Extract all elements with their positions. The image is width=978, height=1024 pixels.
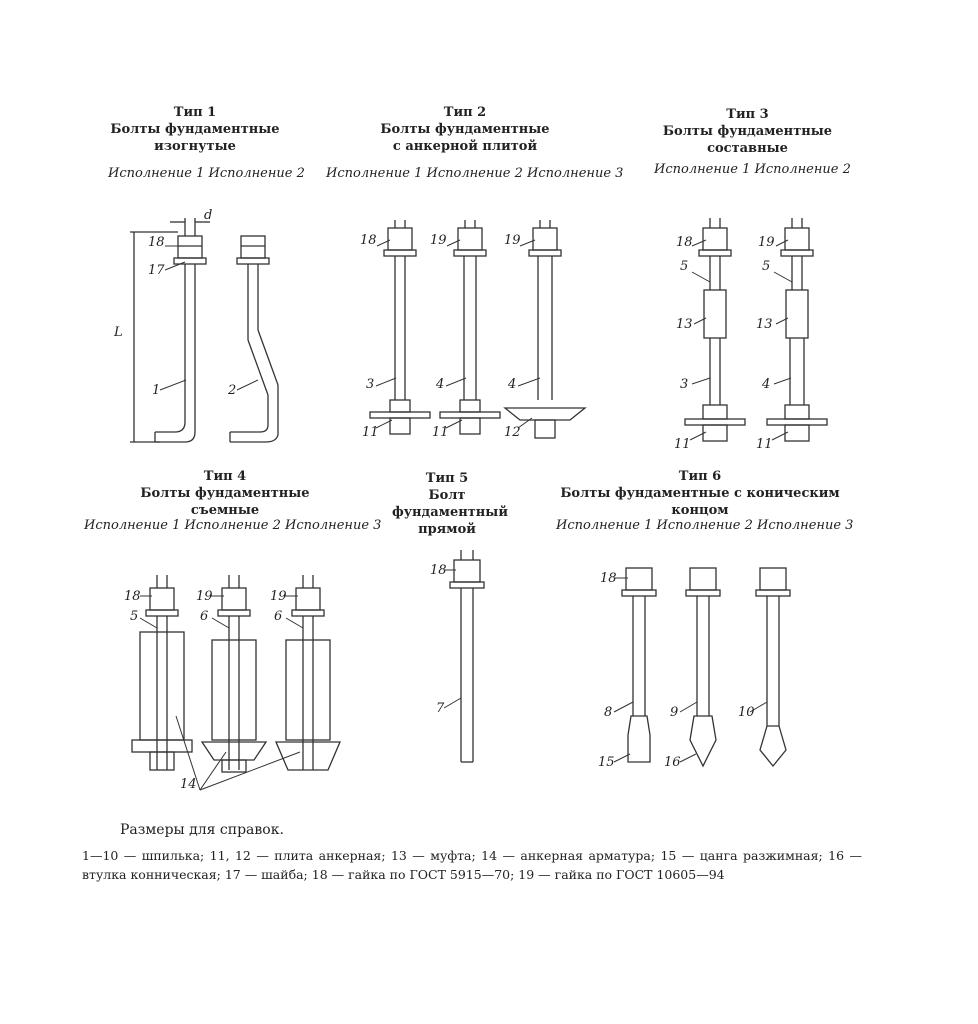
callout-t4-5: 5 xyxy=(130,609,138,624)
callout-t4-19b: 19 xyxy=(270,589,287,604)
callout-t3-13a: 13 xyxy=(676,317,693,332)
type3-title: Тип 3 xyxy=(726,107,769,122)
callout-t5-18: 18 xyxy=(430,563,447,578)
type6-versions: Исполнение 1 Исполнение 2 Исполнение 3 xyxy=(556,518,854,533)
type3-bolt1 xyxy=(684,218,746,442)
callout-t5-7: 7 xyxy=(436,701,445,716)
type4-bolt1 xyxy=(131,575,193,771)
type6-bolt3 xyxy=(755,567,791,768)
type4-bolt3 xyxy=(275,575,341,771)
type3-subtitle: Болты фундаментные составные xyxy=(662,124,833,156)
type6-subtitle: Болты фундаментные с коническим концом xyxy=(560,486,840,518)
callout-t2-4a: 4 xyxy=(435,377,444,392)
leader-lines xyxy=(139,239,793,791)
callout-t2-18: 18 xyxy=(360,233,377,248)
callout-t4-6b: 6 xyxy=(274,609,282,624)
callout-t4-19a: 19 xyxy=(196,589,213,604)
callout-t3-5a: 5 xyxy=(680,259,688,274)
callout-t4-18: 18 xyxy=(124,589,141,604)
callout-t6-8: 8 xyxy=(604,705,612,720)
type2-versions: Исполнение 1 Исполнение 2 Исполнение 3 xyxy=(326,166,624,181)
callout-t2-11b: 11 xyxy=(432,425,449,440)
type2-bolt2 xyxy=(439,220,501,435)
type2-subtitle: Болты фундаментные с анкерной плитой xyxy=(380,122,550,154)
callout-t3-19: 19 xyxy=(758,235,775,250)
type2-bolt1 xyxy=(369,220,431,435)
type5-bolt xyxy=(449,550,485,763)
type1-bolt2 xyxy=(229,235,279,443)
callout-t3-11a: 11 xyxy=(674,437,691,452)
callout-t3-18: 18 xyxy=(676,235,693,250)
callout-t2-4b: 4 xyxy=(507,377,516,392)
type2-header: Тип 2 Болты фундаментные с анкерной плит… xyxy=(380,104,550,155)
type1-header: Тип 1 Болты фундаментные изогнутые xyxy=(110,104,280,155)
callout-t6-9: 9 xyxy=(670,705,678,720)
legend-text: 1—10 — шпилька; 11, 12 — плита анкерная;… xyxy=(82,848,862,882)
type6-title: Тип 6 xyxy=(678,469,722,484)
callouts: 18 17 1 2 18 19 19 3 4 4 11 11 12 18 19 … xyxy=(124,233,775,792)
type1-title: Тип 1 xyxy=(173,105,217,120)
type4-bolt2 xyxy=(200,575,268,773)
type4-header: Тип 4 Болты фундаментные съемные xyxy=(110,468,340,519)
type6-bolt2 xyxy=(685,567,721,768)
callout-t3-13b: 13 xyxy=(756,317,773,332)
callout-t1-2: 2 xyxy=(227,383,236,398)
callout-t1-1: 1 xyxy=(152,383,160,398)
type4-versions: Исполнение 1 Исполнение 2 Исполнение 3 xyxy=(84,518,382,533)
callout-t4-14: 14 xyxy=(180,777,197,792)
reference-note: Размеры для справок. xyxy=(120,822,284,838)
callout-t3-3: 3 xyxy=(680,377,688,392)
callout-t6-10: 10 xyxy=(738,705,755,720)
dimension-label-L: L xyxy=(113,325,123,340)
type3-bolt2 xyxy=(766,218,828,442)
type3-versions: Исполнение 1 Исполнение 2 xyxy=(654,162,851,177)
callout-t2-11a: 11 xyxy=(362,425,379,440)
type2-bolt3 xyxy=(503,220,587,439)
type6-bolt1 xyxy=(621,567,657,763)
callout-t6-18: 18 xyxy=(600,571,617,586)
type5-title: Тип 5 xyxy=(425,471,469,486)
type1-subtitle: Болты фундаментные изогнутые xyxy=(110,122,280,154)
type1-bolt1 xyxy=(130,218,210,443)
callout-t6-15: 15 xyxy=(598,755,615,770)
type5-subtitle: Болт фундаментный прямой xyxy=(392,488,508,537)
type3-header: Тип 3 Болты фундаментные составные xyxy=(625,106,870,157)
callout-t4-6a: 6 xyxy=(200,609,208,624)
type4-title: Тип 4 xyxy=(203,469,247,484)
dimension-label-d: d xyxy=(204,208,212,223)
callout-t2-12: 12 xyxy=(504,425,521,440)
callout-t3-5b: 5 xyxy=(762,259,770,274)
type2-title: Тип 2 xyxy=(443,105,487,120)
callout-t2-3: 3 xyxy=(366,377,374,392)
callout-t2-19a: 19 xyxy=(430,233,447,248)
callout-t3-11b: 11 xyxy=(756,437,773,452)
callout-t6-16: 16 xyxy=(664,755,681,770)
type6-header: Тип 6 Болты фундаментные с коническим ко… xyxy=(540,468,860,519)
type1-versions: Исполнение 1 Исполнение 2 xyxy=(108,166,305,181)
type5-header: Тип 5 Болт фундаментный прямой xyxy=(392,470,508,538)
callout-t1-17: 17 xyxy=(148,263,165,278)
callout-t1-18: 18 xyxy=(148,235,165,250)
callout-t3-4: 4 xyxy=(761,377,770,392)
type4-subtitle: Болты фундаментные съемные xyxy=(140,486,310,518)
callout-t2-19b: 19 xyxy=(504,233,521,248)
